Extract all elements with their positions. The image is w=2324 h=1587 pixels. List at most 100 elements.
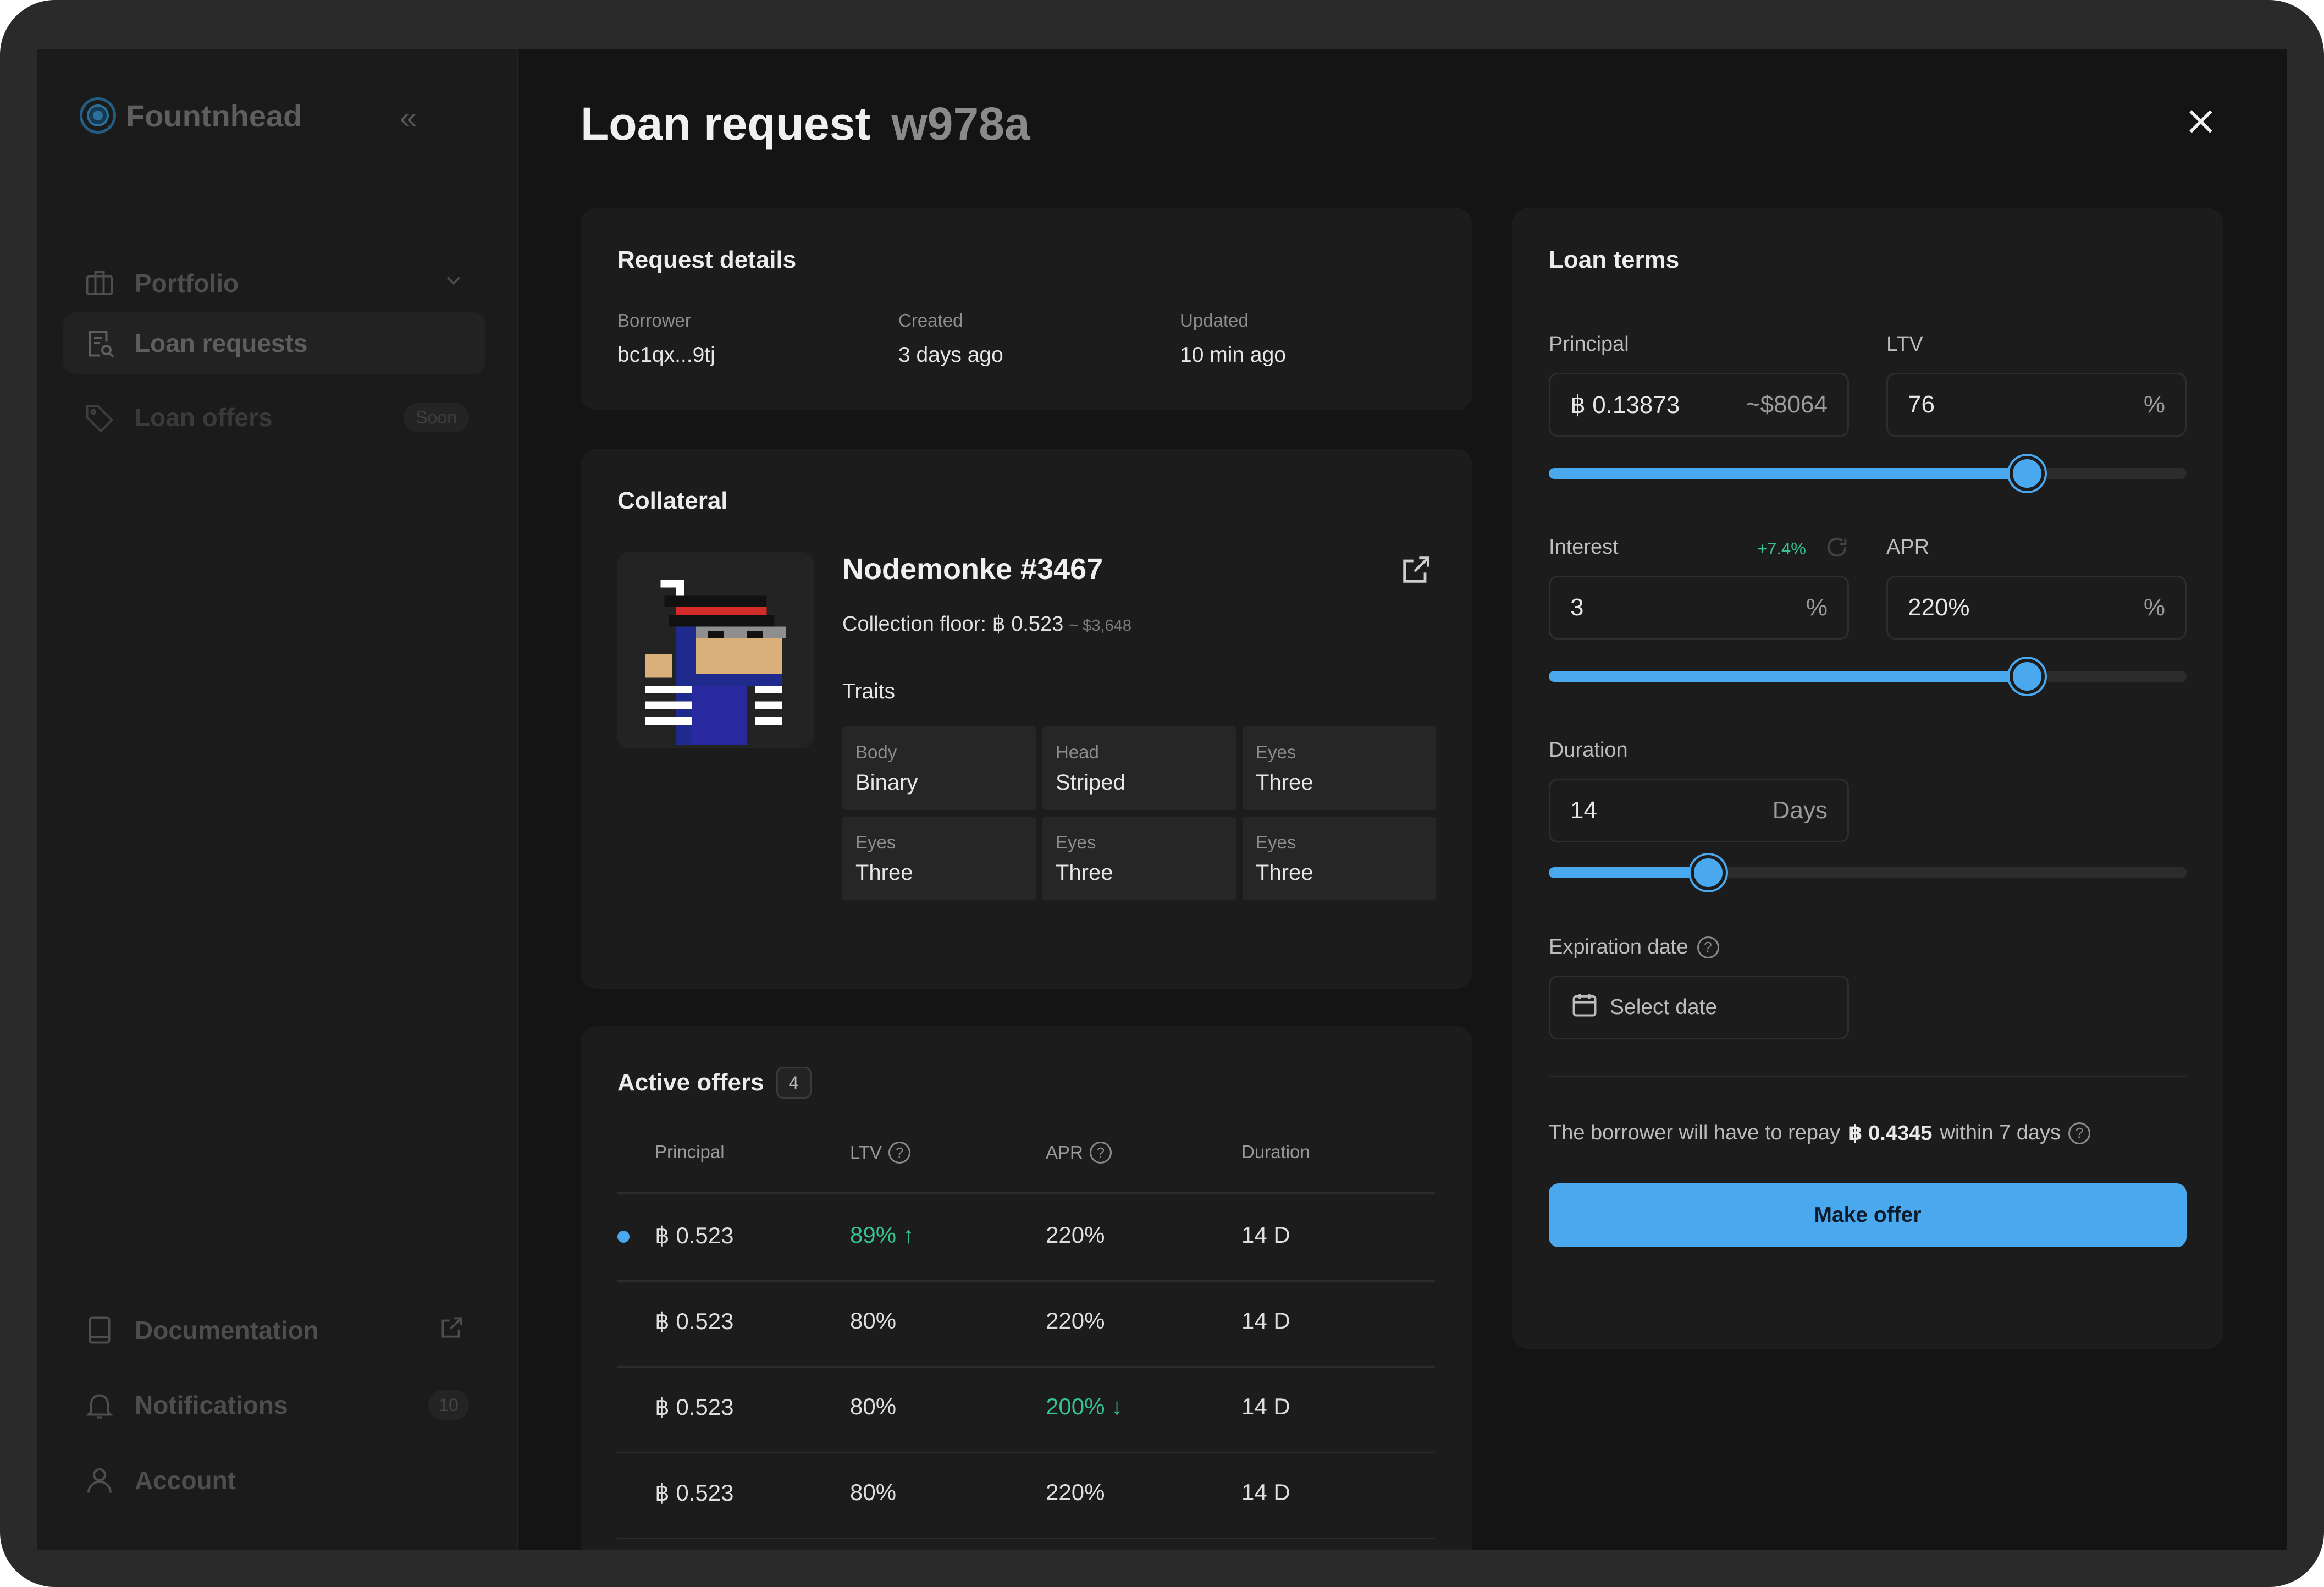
app-logo[interactable]: Fountnhead [80,97,302,134]
repay-amount: ฿ 0.4345 [1848,1122,1933,1145]
duration-unit: Days [1772,797,1828,824]
ltv-slider[interactable] [1549,456,2187,491]
trait-value: Three [1256,861,1313,885]
field-label: Created [898,310,963,330]
calendar-icon [1570,990,1599,1024]
trait-type: Eyes [1056,832,1096,852]
cell-principal: ฿ 0.523 [655,1480,734,1506]
percent-unit: % [2143,391,2165,418]
user-icon [83,1464,116,1497]
help-icon[interactable]: ? [1089,1142,1112,1164]
table-row[interactable]: ฿ 0.523 80% 220% 14 D [617,1452,1435,1538]
trait-value: Three [1056,861,1113,885]
new-offer-dot [617,1231,630,1243]
borrower-address[interactable]: bc1qx...9tj [617,343,715,367]
nft-name: Nodemonke #3467 [842,553,1103,586]
floor-price: Collection floor: ฿ 0.523 [842,613,1064,636]
expiration-label-text: Expiration date [1549,935,1688,958]
cell-duration: 14 D [1241,1393,1290,1419]
interest-input[interactable]: 3 % [1549,576,1849,640]
date-placeholder: Select date [1610,995,1718,1019]
table-row[interactable]: ฿ 0.523 80% 220% 14 D [617,1280,1435,1366]
cell-duration: 14 D [1241,1308,1290,1333]
duration-slider[interactable] [1549,855,2187,890]
updated-value: 10 min ago [1180,343,1286,367]
interest-value: 3 [1570,594,1584,621]
duration-value: 14 [1570,797,1597,824]
card-title: Request details [617,246,797,273]
sidebar: Fountnhead « Portfolio Loan requests Loa… [37,49,518,1550]
expiration-date-picker[interactable]: Select date [1549,976,1849,1039]
help-icon[interactable]: ? [1697,936,1719,958]
cell-apr: 200% ↓ [1046,1393,1123,1419]
repayment-summary: The borrower will have to repay ฿ 0.4345… [1549,1121,2091,1145]
bell-icon [83,1388,116,1421]
external-link-icon[interactable] [1399,552,1434,587]
trait-value: Three [855,861,913,885]
sidebar-item-account[interactable]: Account [63,1450,485,1511]
trait-type: Body [855,742,897,762]
column-label: Duration [1241,1142,1310,1162]
trait-type: Eyes [855,832,896,852]
soon-badge: Soon [404,403,469,432]
nft-image[interactable] [617,552,814,748]
apr-label: APR [1886,536,1930,559]
chevron-down-icon[interactable] [441,268,466,299]
sidebar-item-portfolio[interactable]: Portfolio [63,252,485,314]
cell-principal: ฿ 0.523 [655,1222,734,1248]
close-icon[interactable] [2183,104,2218,139]
interest-slider[interactable] [1549,659,2187,694]
table-row[interactable]: ฿ 0.523 80% 200% ↓ 14 D [617,1366,1435,1452]
sidebar-item-label: Portfolio [135,269,239,297]
cell-ltv: 89% ↑ [850,1222,914,1248]
slider-thumb[interactable] [2010,659,2045,694]
sidebar-item-label: Loan requests [135,329,308,357]
borrower-field: Borrower bc1qx...9tj [617,310,715,367]
cell-apr: 220% [1046,1222,1105,1248]
principal-input[interactable]: ฿ 0.13873 ~$8064 [1549,373,1849,437]
sidebar-item-documentation[interactable]: Documentation [63,1299,485,1361]
cell-ltv: 80% [850,1308,897,1333]
column-label: LTV [850,1142,882,1162]
ltv-input[interactable]: 76 % [1886,373,2187,437]
slider-fill [1549,867,1708,878]
table-divider [617,1452,1435,1453]
cell-duration: 14 D [1241,1479,1290,1505]
request-id: w978a [891,98,1030,150]
floor-usd: ~ $3,648 [1069,617,1131,635]
table-row[interactable]: ฿ 0.523 89% ↑ 220% 14 D [617,1194,1435,1280]
apr-input[interactable]: 220% % [1886,576,2187,640]
field-label: Borrower [617,310,691,330]
table-divider [617,1280,1435,1282]
interest-label: Interest [1549,536,1619,559]
card-title: Active offers 4 [617,1067,812,1099]
created-field: Created 3 days ago [898,310,1003,367]
duration-input[interactable]: 14 Days [1549,779,1849,842]
slider-thumb[interactable] [2010,456,2045,491]
trait-body: Body Binary [842,726,1036,810]
active-offers-card: Active offers 4 Principal LTV? APR? Dura… [581,1026,1472,1550]
sidebar-item-loan-offers[interactable]: Loan offers Soon [63,387,485,448]
duration-label: Duration [1549,739,1628,762]
refresh-icon[interactable] [1824,534,1850,560]
help-icon[interactable]: ? [888,1142,911,1164]
expiration-label: Expiration date ? [1549,935,1719,959]
notification-count-badge: 10 [428,1390,469,1420]
sidebar-item-notifications[interactable]: Notifications 10 [63,1374,485,1436]
card-title: Loan terms [1549,246,1680,273]
collapse-sidebar-icon[interactable]: « [400,100,417,135]
summary-suffix: within 7 days [1940,1121,2061,1144]
cell-principal: ฿ 0.523 [655,1308,734,1334]
slider-thumb[interactable] [1691,855,1726,890]
make-offer-button[interactable]: Make offer [1549,1183,2187,1247]
column-header-duration: Duration [1241,1142,1310,1162]
sidebar-item-label: Account [135,1466,236,1495]
cell-apr: 220% [1046,1308,1105,1333]
sidebar-item-loan-requests[interactable]: Loan requests [63,312,485,374]
help-icon[interactable]: ? [2068,1122,2091,1144]
trait-eyes: Eyes Three [1243,817,1436,900]
cell-principal: ฿ 0.523 [655,1394,734,1420]
trait-head: Head Striped [1042,726,1236,810]
field-label: Updated [1180,310,1249,330]
